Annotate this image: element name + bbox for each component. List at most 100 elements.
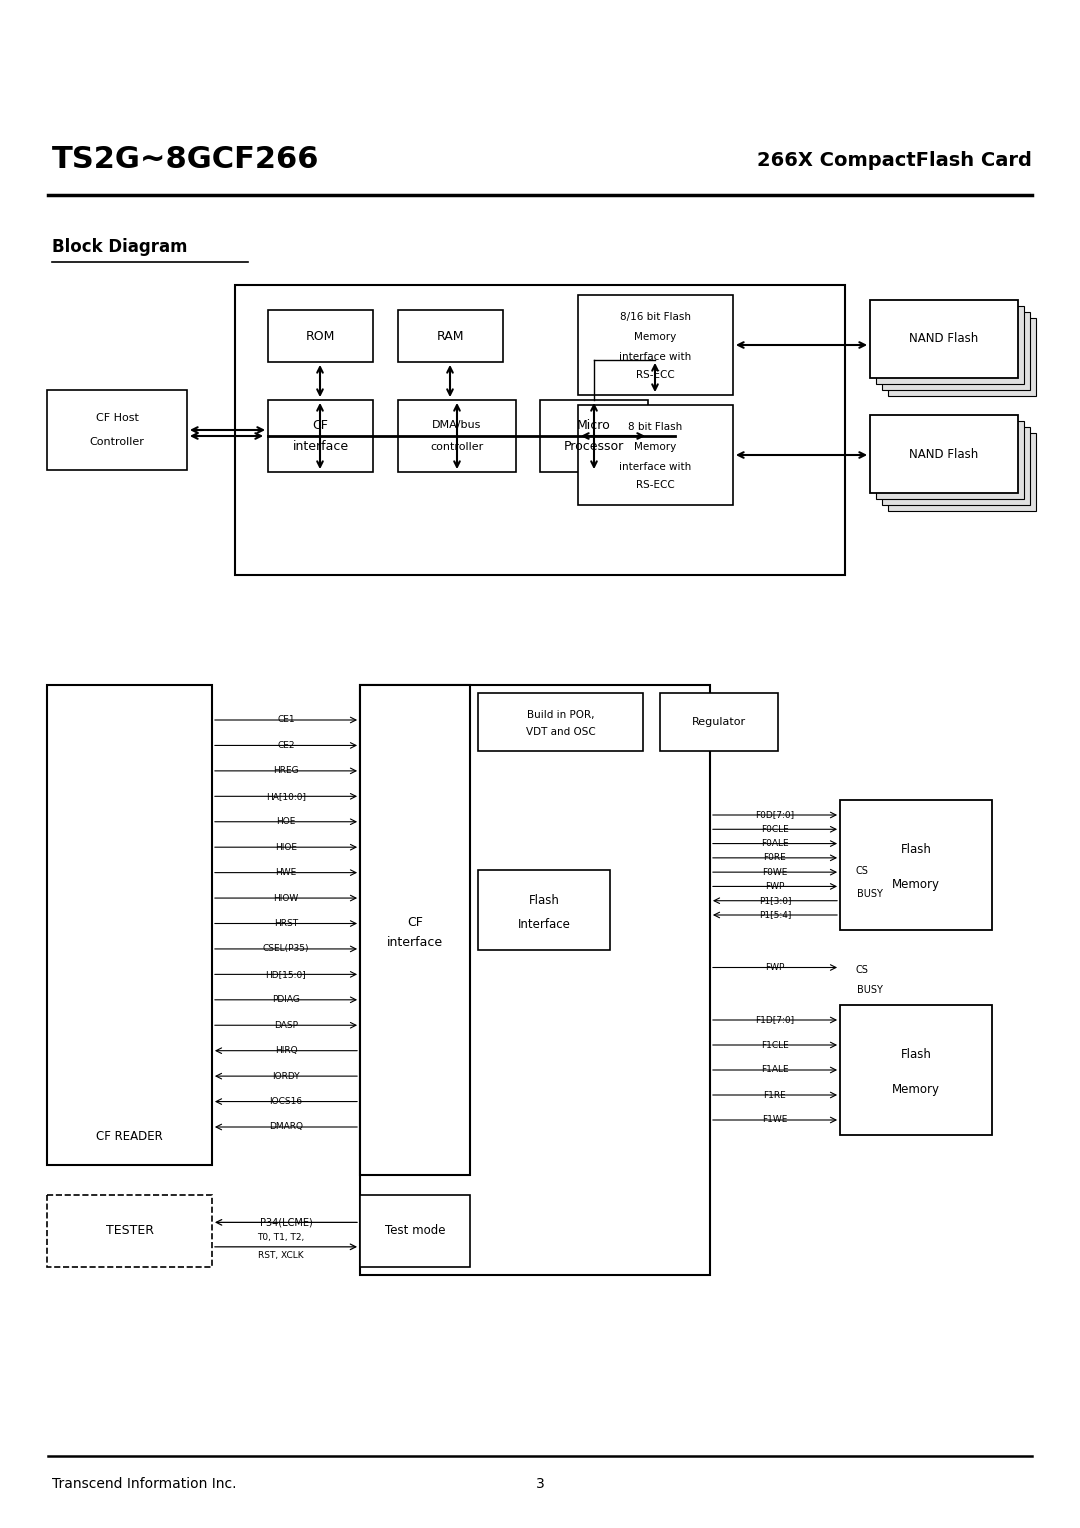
Text: Test mode: Test mode — [384, 1224, 445, 1238]
Text: RST, XCLK: RST, XCLK — [258, 1251, 303, 1261]
Text: VDT and OSC: VDT and OSC — [526, 727, 595, 738]
Text: CF: CF — [407, 915, 423, 929]
Text: Flash: Flash — [901, 1048, 931, 1060]
Text: HD[15:0]: HD[15:0] — [266, 970, 307, 979]
Text: DASP: DASP — [274, 1021, 298, 1030]
Text: CE2: CE2 — [278, 741, 295, 750]
Bar — [870, 299, 1018, 377]
Bar — [882, 312, 1030, 390]
Text: FWP: FWP — [766, 882, 785, 891]
Text: CF: CF — [312, 419, 328, 432]
Text: F0WE: F0WE — [762, 868, 787, 877]
Bar — [660, 694, 778, 750]
Text: CF Host: CF Host — [95, 413, 138, 423]
Text: interface with: interface with — [619, 461, 691, 472]
Text: Memory: Memory — [634, 332, 677, 342]
Bar — [840, 801, 993, 931]
Text: BUSY: BUSY — [858, 889, 883, 898]
Text: BUSY: BUSY — [858, 986, 883, 995]
Text: T0, T1, T2,: T0, T1, T2, — [257, 1233, 305, 1242]
Text: HIRQ: HIRQ — [274, 1047, 297, 1056]
Text: 8/16 bit Flash: 8/16 bit Flash — [620, 312, 691, 322]
Text: DMARQ: DMARQ — [269, 1123, 303, 1132]
Text: Controller: Controller — [90, 437, 145, 448]
Text: NAND Flash: NAND Flash — [909, 333, 978, 345]
Bar — [399, 400, 516, 472]
Text: HA[10:0]: HA[10:0] — [266, 792, 306, 801]
Text: CF READER: CF READER — [96, 1131, 163, 1143]
Text: Memory: Memory — [634, 442, 677, 452]
Text: NAND Flash: NAND Flash — [909, 448, 978, 460]
Text: IOCS16: IOCS16 — [269, 1097, 302, 1106]
Text: IORDY: IORDY — [272, 1071, 300, 1080]
Bar — [870, 416, 1018, 494]
Text: HRST: HRST — [274, 918, 298, 927]
Text: TESTER: TESTER — [106, 1224, 153, 1238]
Bar — [876, 306, 1024, 384]
Text: F0D[7:0]: F0D[7:0] — [755, 810, 795, 819]
Text: RAM: RAM — [436, 330, 464, 342]
Text: F0CLE: F0CLE — [761, 825, 788, 834]
Bar — [360, 685, 470, 1175]
Text: P1[3:0]: P1[3:0] — [759, 897, 792, 905]
Text: P1[5:4]: P1[5:4] — [759, 911, 792, 920]
Bar — [268, 400, 373, 472]
Bar — [360, 685, 710, 1274]
Text: 266X CompactFlash Card: 266X CompactFlash Card — [757, 150, 1032, 170]
Text: Regulator: Regulator — [692, 717, 746, 727]
Bar — [48, 685, 212, 1164]
Text: Memory: Memory — [892, 879, 940, 891]
Text: F1ALE: F1ALE — [761, 1065, 788, 1074]
Bar — [540, 400, 648, 472]
Text: RS-ECC: RS-ECC — [636, 370, 675, 380]
Text: Memory: Memory — [892, 1083, 940, 1096]
Text: CE1: CE1 — [278, 715, 295, 724]
Text: controller: controller — [430, 442, 484, 452]
Text: Interface: Interface — [517, 918, 570, 931]
Text: CSEL(P35): CSEL(P35) — [262, 944, 309, 953]
Text: P34(LCME): P34(LCME) — [259, 1218, 312, 1227]
Text: F1RE: F1RE — [764, 1091, 786, 1100]
Text: HIOW: HIOW — [273, 894, 299, 903]
Text: RS-ECC: RS-ECC — [636, 480, 675, 490]
Text: HWE: HWE — [275, 868, 297, 877]
Text: interface with: interface with — [619, 351, 691, 362]
Bar — [48, 1195, 212, 1267]
Text: Build in POR,: Build in POR, — [527, 711, 594, 720]
Bar — [478, 694, 643, 750]
Text: 8 bit Flash: 8 bit Flash — [629, 422, 683, 432]
Bar — [268, 310, 373, 362]
Bar — [578, 405, 733, 504]
Text: interface: interface — [293, 440, 349, 454]
Text: ROM: ROM — [306, 330, 335, 342]
Bar — [882, 426, 1030, 504]
Text: HIOE: HIOE — [275, 842, 297, 851]
Text: HOE: HOE — [276, 817, 296, 827]
Text: PDIAG: PDIAG — [272, 995, 300, 1004]
Bar — [478, 869, 610, 950]
Text: TS2G~8GCF266: TS2G~8GCF266 — [52, 145, 320, 174]
Text: F0RE: F0RE — [764, 853, 786, 862]
Text: HREG: HREG — [273, 767, 299, 775]
Text: CS: CS — [855, 866, 868, 877]
Bar — [578, 295, 733, 396]
Text: Transcend Information Inc.: Transcend Information Inc. — [52, 1478, 237, 1491]
Text: Block Diagram: Block Diagram — [52, 238, 188, 257]
Text: Flash: Flash — [901, 843, 931, 856]
Text: FWP: FWP — [766, 963, 785, 972]
Text: Micro: Micro — [577, 419, 611, 432]
Text: Flash: Flash — [528, 894, 559, 908]
Text: F1D[7:0]: F1D[7:0] — [755, 1016, 795, 1024]
Bar — [235, 286, 845, 575]
Text: F1WE: F1WE — [762, 1115, 787, 1125]
Bar — [399, 310, 503, 362]
Text: F0ALE: F0ALE — [761, 839, 788, 848]
Text: DMA/bus: DMA/bus — [432, 420, 482, 431]
Text: CS: CS — [855, 966, 868, 975]
Bar — [48, 390, 187, 471]
Bar — [360, 1195, 470, 1267]
Text: interface: interface — [387, 935, 443, 949]
Bar — [888, 432, 1036, 510]
Text: 3: 3 — [536, 1478, 544, 1491]
Bar — [888, 318, 1036, 396]
